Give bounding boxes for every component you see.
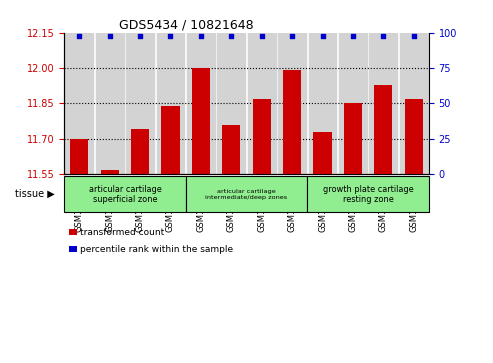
- Bar: [339, 33, 367, 174]
- Bar: [344, 103, 362, 174]
- Text: percentile rank within the sample: percentile rank within the sample: [80, 245, 233, 254]
- Bar: [96, 33, 124, 174]
- Bar: [278, 33, 306, 174]
- Bar: [187, 33, 215, 174]
- Bar: [217, 33, 246, 174]
- Text: tissue ▶: tissue ▶: [15, 189, 55, 199]
- Bar: [400, 33, 428, 174]
- Bar: [252, 99, 271, 174]
- Bar: [126, 33, 154, 174]
- Bar: [309, 33, 337, 174]
- Point: [288, 33, 296, 38]
- Point: [197, 33, 205, 38]
- Point: [318, 33, 326, 38]
- Text: growth plate cartilage
resting zone: growth plate cartilage resting zone: [323, 184, 414, 204]
- Bar: [131, 129, 149, 174]
- Bar: [101, 170, 119, 174]
- Text: GDS5434 / 10821648: GDS5434 / 10821648: [119, 19, 253, 32]
- Text: articular cartilage
superficial zone: articular cartilage superficial zone: [89, 184, 161, 204]
- Point: [75, 33, 83, 38]
- Bar: [156, 33, 184, 174]
- Point: [410, 33, 418, 38]
- Point: [258, 33, 266, 38]
- Bar: [369, 33, 397, 174]
- Bar: [161, 106, 179, 174]
- Bar: [192, 68, 210, 174]
- Bar: [283, 70, 301, 174]
- Point: [227, 33, 235, 38]
- Text: transformed count: transformed count: [80, 228, 164, 237]
- Text: articular cartilage
intermediate/deep zones: articular cartilage intermediate/deep zo…: [206, 189, 287, 200]
- Bar: [405, 99, 423, 174]
- Point: [167, 33, 175, 38]
- Bar: [314, 132, 332, 174]
- Bar: [222, 125, 241, 174]
- Point: [136, 33, 144, 38]
- Bar: [65, 33, 93, 174]
- Point: [349, 33, 357, 38]
- Bar: [70, 139, 88, 174]
- Point: [106, 33, 113, 38]
- Point: [380, 33, 387, 38]
- Bar: [247, 33, 276, 174]
- Bar: [374, 85, 392, 174]
